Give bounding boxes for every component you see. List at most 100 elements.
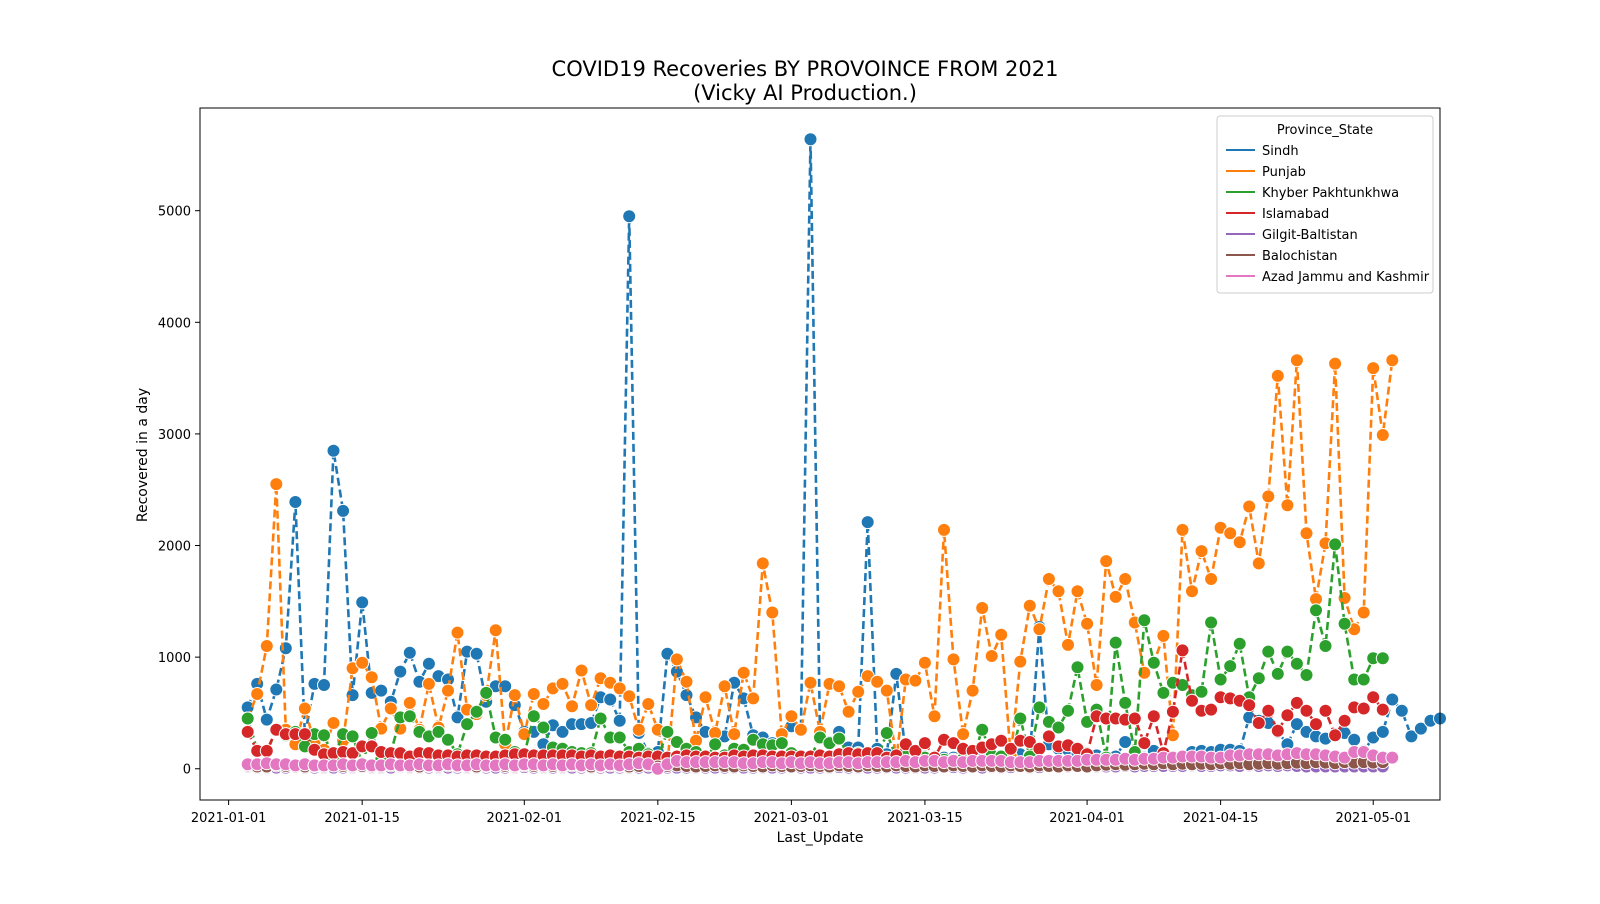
data-point xyxy=(441,683,455,698)
data-point xyxy=(1175,522,1190,537)
data-point xyxy=(269,477,284,492)
data-point xyxy=(1194,544,1209,559)
data-point xyxy=(994,627,1009,642)
data-point xyxy=(1299,703,1314,718)
data-point xyxy=(1261,489,1276,504)
x-tick-label: 2021-03-01 xyxy=(754,811,830,826)
data-point xyxy=(574,663,589,678)
legend-box xyxy=(1216,115,1434,294)
data-point xyxy=(450,710,465,725)
data-point xyxy=(946,652,961,667)
data-point xyxy=(259,639,274,653)
data-point xyxy=(1375,651,1390,666)
data-point xyxy=(669,652,684,667)
data-point xyxy=(736,665,751,680)
data-point xyxy=(832,731,847,746)
data-point xyxy=(1328,728,1343,743)
data-point xyxy=(1385,750,1400,765)
data-point xyxy=(555,724,570,739)
data-point xyxy=(1118,572,1133,586)
data-point xyxy=(498,732,513,747)
data-point xyxy=(1289,695,1304,710)
data-point xyxy=(1242,698,1257,713)
data-point xyxy=(803,132,818,147)
data-point xyxy=(288,495,303,509)
data-point xyxy=(1356,605,1371,620)
data-point xyxy=(364,670,379,685)
data-point xyxy=(1366,690,1381,705)
data-point xyxy=(679,674,694,689)
data-point xyxy=(1280,644,1295,659)
data-point xyxy=(851,684,866,699)
data-point xyxy=(1061,637,1075,652)
x-tick-label: 2021-01-15 xyxy=(324,811,400,826)
data-point xyxy=(1165,728,1180,743)
data-point xyxy=(1032,741,1047,756)
legend-item-label: Khyber Pakhtunkhwa xyxy=(1262,186,1399,201)
data-point xyxy=(584,698,599,713)
x-tick-label: 2021-02-01 xyxy=(487,811,563,826)
data-point xyxy=(1299,526,1314,541)
data-point xyxy=(526,687,541,701)
data-point xyxy=(1032,700,1047,715)
chart-subtitle: (Vicky AI Production.) xyxy=(693,81,917,105)
legend-item-label: Azad Jammu and Kashmir xyxy=(1262,270,1430,285)
data-point xyxy=(1385,353,1400,368)
data-point xyxy=(1356,672,1371,687)
x-tick-label: 2021-02-15 xyxy=(620,811,696,826)
data-point xyxy=(469,704,484,719)
data-point xyxy=(450,625,465,640)
data-point xyxy=(1242,499,1257,514)
y-tick-label: 5000 xyxy=(158,205,191,220)
data-point xyxy=(593,711,608,726)
data-point xyxy=(1232,535,1247,550)
data-point xyxy=(1309,603,1323,618)
data-point xyxy=(326,443,341,458)
data-point xyxy=(1156,628,1171,643)
legend-item-label: Sindh xyxy=(1262,144,1299,159)
data-point xyxy=(1318,703,1333,718)
data-point xyxy=(565,699,579,714)
data-point xyxy=(841,704,856,719)
data-point xyxy=(1318,639,1333,653)
data-point xyxy=(965,683,980,698)
data-point xyxy=(1280,498,1295,513)
x-tick-label: 2021-05-01 xyxy=(1335,811,1411,826)
data-point xyxy=(669,735,684,749)
data-point xyxy=(402,695,417,710)
data-point xyxy=(1270,368,1285,383)
y-tick-label: 3000 xyxy=(158,428,191,443)
data-point xyxy=(1366,361,1381,376)
data-point xyxy=(536,697,551,711)
chart-title: COVID19 Recoveries BY PROVOINCE FROM 202… xyxy=(552,57,1059,81)
data-point xyxy=(250,687,265,701)
data-point xyxy=(641,697,656,711)
data-point xyxy=(1337,713,1352,728)
x-tick-label: 2021-04-15 xyxy=(1183,811,1259,826)
data-point xyxy=(622,209,637,224)
data-point xyxy=(383,701,398,716)
y-tick-label: 0 xyxy=(183,763,191,778)
data-point xyxy=(297,701,312,716)
data-point xyxy=(622,689,637,704)
data-point xyxy=(1309,717,1323,732)
y-tick-label: 2000 xyxy=(158,540,191,555)
data-point xyxy=(1251,556,1266,571)
data-point xyxy=(1204,572,1219,586)
data-point xyxy=(784,709,799,724)
data-point xyxy=(1070,660,1085,675)
data-point xyxy=(479,685,494,700)
data-point xyxy=(1137,613,1152,628)
x-tick-label: 2021-03-15 xyxy=(887,811,963,826)
data-point xyxy=(879,683,894,698)
data-point xyxy=(431,724,446,739)
data-point xyxy=(832,679,847,694)
data-point xyxy=(402,709,417,724)
data-point xyxy=(870,674,885,689)
data-point xyxy=(898,737,913,752)
data-point xyxy=(755,556,770,571)
data-point xyxy=(259,743,274,758)
data-point xyxy=(355,655,370,670)
data-point xyxy=(317,728,331,743)
